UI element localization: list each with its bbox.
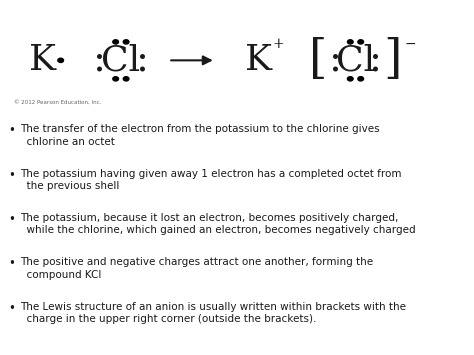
Text: :: : xyxy=(136,42,149,79)
Circle shape xyxy=(113,40,118,44)
Text: :: : xyxy=(328,42,342,79)
Text: The potassium, because it lost an electron, becomes positively charged,
  while : The potassium, because it lost an electr… xyxy=(20,213,416,235)
Text: •: • xyxy=(9,213,16,226)
Text: •: • xyxy=(9,302,16,315)
Text: The potassium having given away 1 electron has a completed octet from
  the prev: The potassium having given away 1 electr… xyxy=(20,169,401,191)
Circle shape xyxy=(347,40,353,44)
Circle shape xyxy=(347,77,353,81)
Text: :: : xyxy=(369,42,383,79)
Text: +: + xyxy=(273,37,284,51)
Text: :: : xyxy=(92,42,106,79)
Text: ]: ] xyxy=(383,38,401,83)
Text: •: • xyxy=(9,257,16,271)
Text: The transfer of the electron from the potassium to the chlorine gives
  chlorine: The transfer of the electron from the po… xyxy=(20,124,380,147)
Circle shape xyxy=(113,77,118,81)
Text: −: − xyxy=(405,37,416,51)
Text: © 2012 Pearson Education, Inc.: © 2012 Pearson Education, Inc. xyxy=(14,99,101,104)
Text: The positive and negative charges attract one another, forming the
  compound KC: The positive and negative charges attrac… xyxy=(20,257,373,280)
Text: K: K xyxy=(29,43,56,77)
Text: Cl: Cl xyxy=(101,43,140,77)
Text: [: [ xyxy=(310,38,328,83)
Circle shape xyxy=(358,77,364,81)
Text: K: K xyxy=(245,43,272,77)
Circle shape xyxy=(358,40,364,44)
Text: •: • xyxy=(9,169,16,182)
Circle shape xyxy=(58,58,64,62)
Circle shape xyxy=(123,40,129,44)
Text: The Lewis structure of an anion is usually written within brackets with the
  ch: The Lewis structure of an anion is usual… xyxy=(20,302,406,324)
Text: •: • xyxy=(9,124,16,137)
Text: Cl: Cl xyxy=(336,43,375,77)
Circle shape xyxy=(123,77,129,81)
